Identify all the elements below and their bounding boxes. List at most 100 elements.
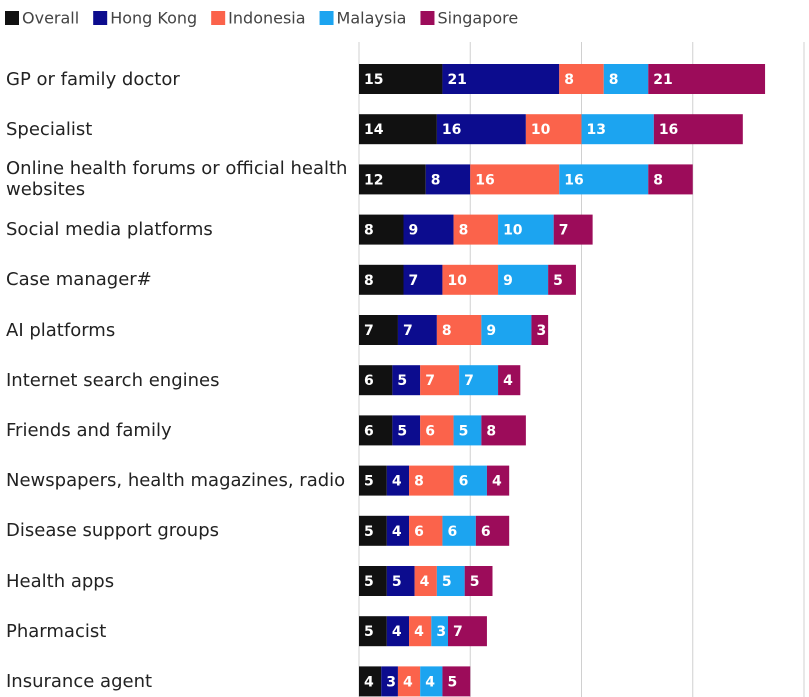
category-label: Specialist <box>6 118 93 140</box>
bar-segment <box>436 114 526 145</box>
data-label: 16 <box>659 122 678 138</box>
data-label: 21 <box>653 72 672 88</box>
data-label: 3 <box>536 323 546 339</box>
data-label: 4 <box>420 574 430 590</box>
bar-segment <box>397 666 421 697</box>
category-label-box: Internet search engines <box>6 370 219 391</box>
data-label: 7 <box>559 223 569 239</box>
bar-segment <box>498 264 549 295</box>
bar-segment <box>359 214 404 245</box>
bar-segment <box>481 415 526 446</box>
bar-segment <box>442 64 560 94</box>
bar-segment <box>409 465 454 496</box>
data-label: 6 <box>414 524 424 540</box>
data-label: 8 <box>459 223 469 239</box>
data-label: 9 <box>409 223 419 239</box>
bar-segment <box>359 465 387 496</box>
bar-segment <box>386 515 410 546</box>
data-label: 5 <box>470 574 480 590</box>
bar-segment <box>553 214 593 245</box>
bar-segment <box>559 64 604 94</box>
bar-segment <box>359 64 443 94</box>
bar-segment <box>359 515 387 546</box>
data-label: 5 <box>364 524 374 540</box>
bar-segment <box>386 465 410 496</box>
legend-label: Overall <box>22 9 79 28</box>
bar-segment <box>581 114 654 145</box>
data-label: 7 <box>364 323 374 339</box>
category-label: Friends and family <box>6 419 172 441</box>
data-label: 8 <box>364 273 374 289</box>
data-label: 12 <box>364 172 383 188</box>
category-label-box: AI platforms <box>6 319 116 341</box>
data-label: 8 <box>486 423 496 439</box>
bar-segment <box>475 515 510 546</box>
bar-segment <box>359 566 387 596</box>
data-label: 5 <box>364 474 374 490</box>
data-label: 8 <box>414 474 424 490</box>
legend-label: Malaysia <box>337 9 407 28</box>
bar-segment <box>453 465 487 496</box>
bar-segment <box>453 214 499 245</box>
category-label: Social media platforms <box>6 219 213 241</box>
bar-segment <box>486 465 510 496</box>
bar-segment <box>448 616 487 647</box>
data-label: 4 <box>364 674 374 690</box>
data-label: 13 <box>587 122 606 138</box>
data-label: 9 <box>503 273 513 289</box>
bar-segment <box>436 566 465 596</box>
bar-segment <box>559 164 649 195</box>
legend-label: Indonesia <box>228 9 305 28</box>
data-label: 6 <box>459 474 469 490</box>
category-label-box: Insurance agent <box>6 670 153 692</box>
category-label-box: Friends and family <box>6 419 172 441</box>
bar-segment <box>603 64 649 94</box>
data-label: 8 <box>364 223 374 239</box>
bar-segment <box>414 566 437 596</box>
category-label: Pharmacist <box>6 620 107 642</box>
data-label: 10 <box>531 122 551 138</box>
data-label: 4 <box>503 373 513 389</box>
data-label: 21 <box>447 72 466 88</box>
legend-swatch <box>93 11 108 25</box>
data-label: 6 <box>425 423 435 439</box>
bar-segment <box>464 566 493 596</box>
data-label: 4 <box>425 674 435 690</box>
bar-segment <box>470 164 560 195</box>
data-label: 8 <box>609 72 619 88</box>
bar-segment <box>359 666 382 697</box>
data-label: 4 <box>492 474 502 490</box>
data-label: 16 <box>442 122 461 138</box>
category-label: AI platforms <box>6 319 116 341</box>
data-label: 5 <box>459 423 469 439</box>
data-label: 5 <box>447 674 457 690</box>
bar-segment <box>386 566 415 596</box>
category-label: Insurance agent <box>6 670 153 692</box>
data-label: 10 <box>447 273 467 289</box>
category-label: Newspapers, health magazines, radio <box>6 470 346 492</box>
data-label: 7 <box>453 624 463 640</box>
data-label: 5 <box>392 574 402 590</box>
legend-swatch <box>211 11 226 25</box>
data-label: 8 <box>442 323 452 339</box>
bar-segment <box>498 365 521 396</box>
bar-segment <box>459 365 499 396</box>
bar-segment <box>359 415 393 446</box>
category-label: Online health forums or official health … <box>6 158 348 201</box>
data-label: 5 <box>364 624 374 640</box>
data-label: 5 <box>553 273 563 289</box>
bar-segment <box>653 114 743 145</box>
data-label: 15 <box>364 72 383 88</box>
data-label: 5 <box>397 373 407 389</box>
data-label: 14 <box>364 122 384 138</box>
category-label-box: Online health forums or official health … <box>6 158 348 201</box>
bar-segment <box>386 616 410 647</box>
legend-swatch <box>319 11 334 25</box>
bar-segment <box>381 666 398 697</box>
bar-segment <box>359 164 426 195</box>
category-label: Disease support groups <box>6 520 220 542</box>
category-label-box: GP or family doctor <box>6 69 180 90</box>
data-label: 4 <box>403 674 413 690</box>
category-label: Health apps <box>6 570 115 592</box>
